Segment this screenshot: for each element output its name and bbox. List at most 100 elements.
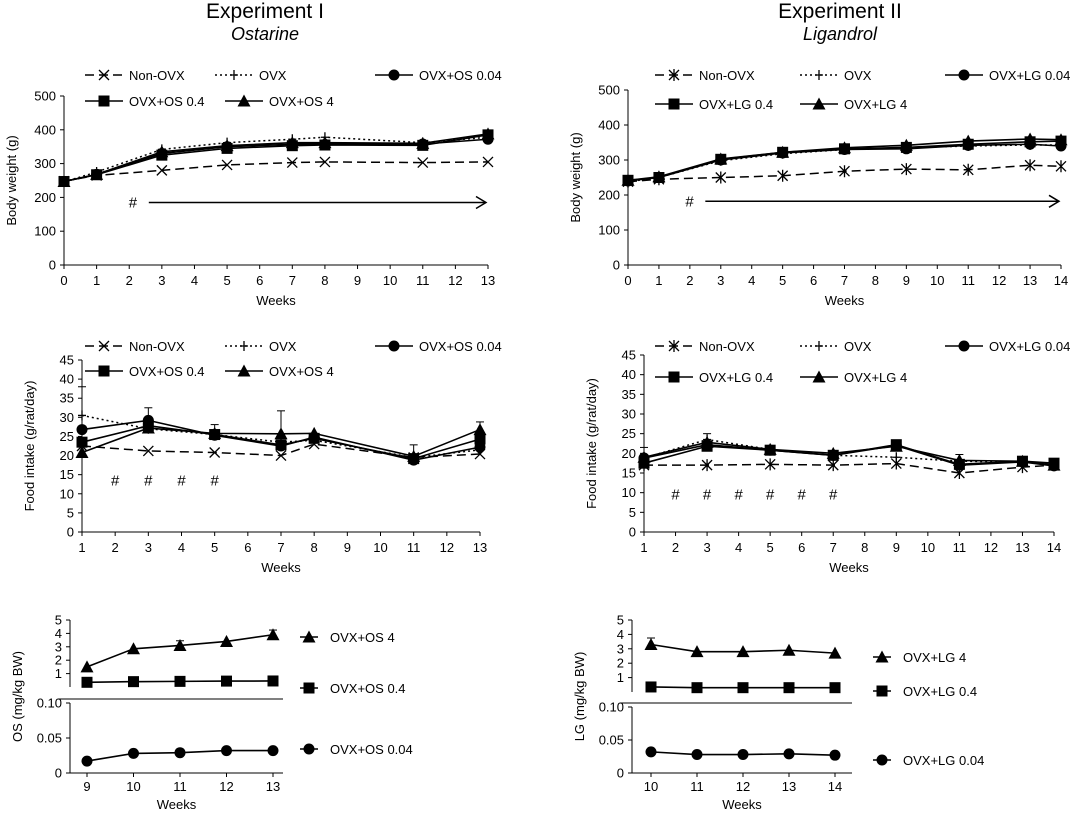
- bw-os-non-ovx-point: [319, 156, 331, 168]
- bw-lg-ovx-lg-4-point: [621, 173, 635, 186]
- bw-lg-legend-label-ovx-lg-0-04: OVX+LG 0.04: [989, 68, 1070, 83]
- fi-os-legend-label-ovx-os-0-4: OVX+OS 0.4: [129, 364, 205, 379]
- dose-lg-ovx-lg-0-04-point: [783, 748, 795, 760]
- dose-os-upper-y-tick-label: 4: [55, 626, 62, 641]
- dose-lg-upper-y-tick-label: 4: [617, 627, 624, 642]
- fi-lg-ovx-lg-4-point: [952, 453, 966, 466]
- fi-lg-non-ovx-point: [701, 459, 713, 472]
- dose-os-upper-y-tick-label: 2: [55, 653, 62, 668]
- bw-os-arrow-head: [475, 195, 488, 210]
- fi-os-legend-label-non-ovx: Non-OVX: [129, 339, 185, 354]
- bw-lg-x-tick-label: 5: [779, 273, 786, 288]
- fi-lg-ovx-point: [892, 452, 901, 463]
- bw-lg-hash-label: #: [685, 193, 694, 210]
- dose-os-ovx-os-0-04-point: [174, 747, 186, 759]
- bw-lg-x-tick-label: 11: [961, 273, 975, 288]
- fi-lg-legend-label-non-ovx: Non-OVX: [699, 339, 755, 354]
- fi-lg-legend-marker-ovx-lg-0-4: [668, 371, 680, 383]
- dose-os-ovx-os-0-4-point: [221, 675, 232, 687]
- bw-os-series-ovx-os-4-line: [63, 133, 489, 183]
- fi-os-y-tick-label: 15: [60, 467, 74, 482]
- dose-lg-ovx-lg-0-4-point: [737, 682, 749, 694]
- bw-os-non-ovx-point: [417, 157, 429, 169]
- bw-lg-x-tick-label: 10: [930, 273, 944, 288]
- dose-lg-ovx-lg-4-point: [644, 637, 658, 650]
- bw-os-non-ovx-point: [482, 156, 494, 168]
- dose-lg-ovx-lg-0-4-point: [645, 681, 657, 693]
- bw-os-x-axis-title: Weeks: [256, 293, 296, 308]
- dose-lg-x-tick-label: 12: [736, 779, 750, 794]
- fi-os-ovx-os-4-point: [274, 427, 288, 440]
- dose-os-x-axis-title: Weeks: [157, 797, 197, 812]
- fi-os-y-tick-label: 35: [60, 391, 74, 406]
- bw-os-non-ovx-point: [156, 164, 168, 176]
- fi-lg-y-tick-label: 30: [622, 407, 636, 422]
- bw-lg-x-tick-label: 13: [1023, 273, 1037, 288]
- fi-lg-x-tick-label: 1: [640, 540, 647, 555]
- bw-os-legend-label-ovx-os-4: OVX+OS 4: [269, 94, 334, 109]
- dose-lg-x-tick-label: 11: [690, 779, 704, 794]
- bw-lg-ovx-lg-4-point: [1054, 133, 1068, 146]
- dose-lg-ovx-lg-4-point: [736, 645, 750, 658]
- fi-os-ovx-os-0-4-point: [76, 436, 88, 448]
- dose-os-x-tick-label: 9: [83, 779, 90, 794]
- fi-os-legend-label-ovx-os-0-04: OVX+OS 0.04: [419, 339, 502, 354]
- bw-lg-y-tick-label: 400: [598, 118, 620, 133]
- dose-os-lower-y-tick-label: 0: [55, 766, 62, 781]
- fi-lg-hash-mark: #: [734, 487, 743, 504]
- bw-lg-legend-label-ovx-lg-4: OVX+LG 4: [844, 97, 907, 112]
- dose-os-ovx-os-0-04-point: [81, 755, 93, 767]
- bw-lg-ovx-lg-4-point: [899, 138, 913, 151]
- bw-os-x-tick-label: 7: [289, 273, 296, 288]
- bw-lg-y-tick-label: 200: [598, 188, 620, 203]
- dose-lg-ovx-lg-0-04-point: [691, 749, 703, 761]
- bw-lg-x-tick-label: 14: [1054, 273, 1068, 288]
- fi-os-hash-mark: #: [210, 472, 219, 489]
- fi-os-x-tick-label: 1: [78, 540, 85, 555]
- dose-lg-legend-marker-ovx-lg-0-4: [876, 685, 888, 697]
- bw-lg-y-tick-label: 0: [613, 258, 620, 273]
- fi-lg-x-tick-label: 5: [767, 540, 774, 555]
- fi-os-ovx-os-0-4-point: [275, 439, 287, 451]
- bw-lg-ovx-lg-4-point: [652, 170, 666, 183]
- fi-os-y-tick-label: 40: [60, 372, 74, 387]
- fi-lg-hash-mark: #: [703, 487, 712, 504]
- bw-lg-x-tick-label: 12: [992, 273, 1006, 288]
- fi-os-y-tick-label: 30: [60, 410, 74, 425]
- bw-os-legend-label-ovx-os-0-04: OVX+OS 0.04: [419, 68, 502, 83]
- fi-lg-y-tick-label: 45: [622, 348, 636, 363]
- fi-os-ovx-os-0-4-point: [474, 433, 486, 445]
- bw-lg-x-tick-label: 0: [624, 273, 631, 288]
- dose-lg-x-tick-label: 10: [644, 779, 658, 794]
- bw-lg-legend-marker-non-ovx: [668, 69, 680, 81]
- bw-lg-non-ovx-point: [900, 163, 912, 176]
- fi-lg-y-tick-label: 0: [629, 525, 636, 540]
- fi-lg-y-tick-label: 35: [622, 387, 636, 402]
- bw-os-ovx-os-4-point: [57, 175, 71, 188]
- bw-os-non-ovx-point: [221, 159, 233, 171]
- dose-lg-ovx-lg-4-point: [690, 645, 704, 658]
- fi-os-ovx-point: [78, 410, 86, 421]
- bw-os-legend-label-ovx-os-0-4: OVX+OS 0.4: [129, 94, 205, 109]
- fi-os-x-tick-label: 6: [244, 540, 251, 555]
- dose-os-ovx-os-0-04-point: [128, 747, 139, 759]
- dose-lg-legend-marker-ovx-lg-0-04: [876, 754, 888, 766]
- fi-lg-legend-marker-non-ovx: [668, 340, 680, 352]
- dose-os-lower-y-tick-label: 0.10: [37, 696, 62, 711]
- fi-os-x-tick-label: 9: [344, 540, 351, 555]
- dose-os-ovx-os-0-04-point: [221, 745, 232, 757]
- dose-lg-ovx-lg-0-4-point: [691, 682, 703, 694]
- fi-os-ovx-os-4-point: [75, 445, 89, 458]
- bw-os-y-axis-title: Body weight (g): [4, 135, 19, 225]
- fi-os-hash-mark: #: [111, 472, 120, 489]
- dose-os-upper-y-tick-label: 3: [55, 639, 62, 654]
- dose-lg-ovx-lg-4-point: [828, 646, 842, 659]
- bw-lg-ovx-lg-4-point: [838, 141, 851, 154]
- fi-os-legend-marker-ovx-os-4: [237, 364, 251, 377]
- fi-lg-ovx-lg-4-point: [637, 450, 651, 463]
- bw-os-ovx-os-4-point: [481, 127, 495, 140]
- dose-lg-ovx-lg-0-4-point: [783, 682, 795, 694]
- fi-lg-x-axis-title: Weeks: [829, 560, 869, 575]
- bw-lg-legend-marker-ovx-lg-0-04: [958, 69, 970, 81]
- bw-os-ovx-os-4-point: [318, 136, 332, 149]
